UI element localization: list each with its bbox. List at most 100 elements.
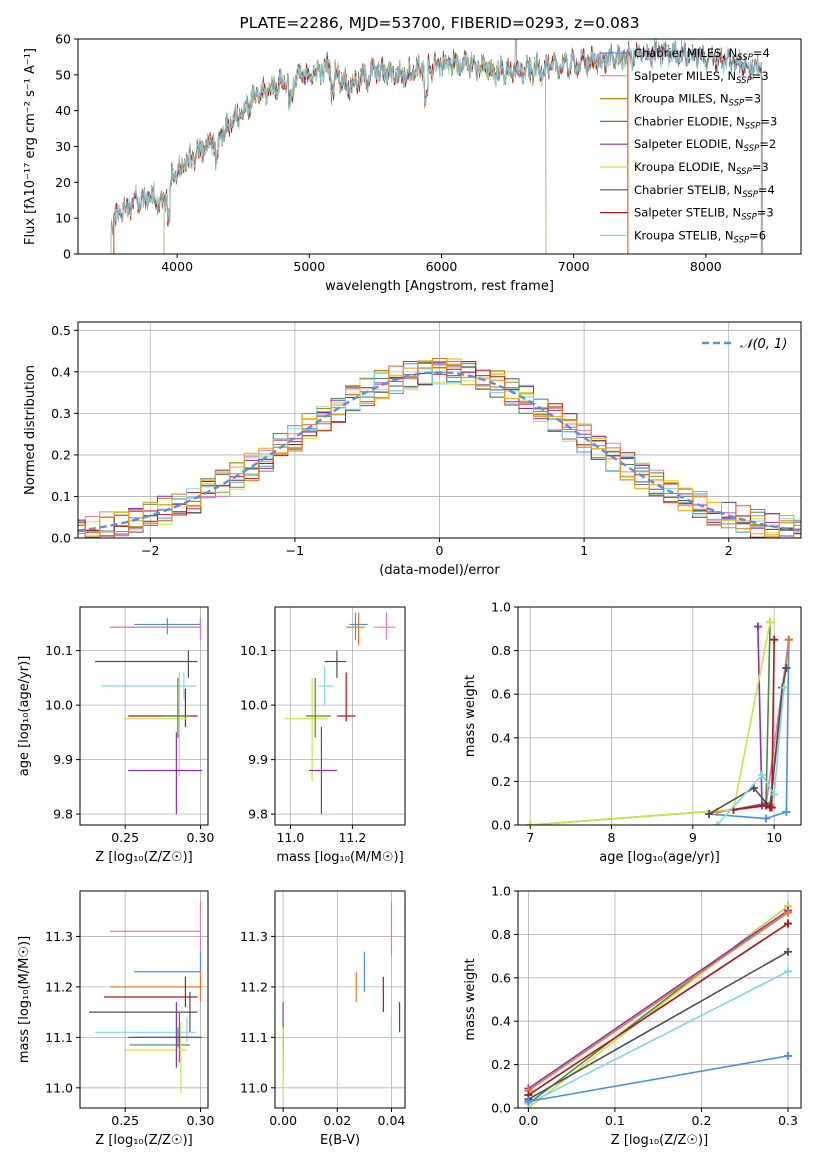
x-tick-label: 0.04 (378, 1113, 406, 1128)
weight-marker (757, 770, 766, 779)
x-axis-label: Z [log₁₀(Z/Z☉)] (95, 850, 192, 865)
y-tick-label: 9.9 (248, 752, 268, 767)
x-tick-label: 10 (766, 830, 782, 845)
y-tick-label: 60 (55, 32, 71, 47)
y-tick-label: 11.2 (240, 979, 268, 994)
y-tick-label: 1.0 (491, 884, 511, 899)
y-tick-label: 0.2 (51, 447, 71, 462)
weight-marker (779, 683, 788, 692)
y-axis-label: age [log₁₀(age/yr)] (17, 656, 32, 777)
legend-entry: Kroupa MILES, NSSP=3 (634, 92, 761, 109)
x-tick-label: 0.25 (111, 830, 139, 845)
y-tick-label: 0.5 (51, 323, 71, 338)
weight-marker (784, 908, 793, 917)
x-tick-label: −1 (286, 543, 304, 558)
x-tick-label: 9 (689, 830, 697, 845)
panel-0: PLATE=2286, MJD=53700, FIBERID=0293, z=0… (23, 14, 802, 294)
y-tick-label: 11.1 (45, 1030, 73, 1045)
y-tick-label: 0.4 (51, 364, 71, 379)
y-tick-label: 20 (55, 175, 71, 190)
x-axis-label: age [log₁₀(age/yr)] (599, 850, 720, 865)
y-axis-label: Normed distribution (23, 365, 38, 495)
weight-marker (762, 814, 771, 823)
y-tick-label: 11.3 (240, 929, 268, 944)
legend-entry: Chabrier STELIB, NSSP=4 (634, 183, 775, 200)
x-tick-label: 1 (580, 543, 588, 558)
x-axis-label: (data-model)/error (379, 563, 500, 578)
x-tick-label: 0.2 (692, 1113, 712, 1128)
legend-entry: Chabrier MILES, NSSP=4 (634, 46, 770, 63)
y-tick-label: 0.8 (491, 643, 511, 658)
y-axis-label: Flux [fλ10⁻¹⁷ erg cm⁻² s⁻¹ A⁻¹] (23, 48, 38, 245)
x-tick-label: 0.00 (269, 1113, 297, 1128)
weight-marker (784, 919, 793, 928)
plot-area (526, 618, 793, 825)
panel-7: 0.0 0.1 0.2 0.3 0.0 0.2 0.4 0.6 0.8 1.0 Z [log₁₀(Z… (463, 884, 802, 1148)
weight-marker (784, 947, 793, 956)
normal-curve (78, 371, 801, 532)
panel-5: 0.25 0.30 11.0 11.1 11.2 11.3 Z [log₁₀(Z/Z☉)] m… (17, 890, 214, 1148)
x-tick-label: 11.2 (338, 830, 366, 845)
weight-marker (753, 622, 762, 631)
y-tick-label: 11.1 (240, 1030, 268, 1045)
plot-area (78, 358, 801, 538)
chart-title: PLATE=2286, MJD=53700, FIBERID=0293, z=0… (239, 14, 639, 32)
panel-2: 0.25 0.30 9.8 9.9 10.0 10.1 Z [log₁₀(Z/Z☉)] age… (17, 606, 214, 865)
y-tick-label: 9.8 (248, 807, 268, 822)
y-tick-label: 11.0 (45, 1080, 73, 1095)
plot-area (89, 901, 202, 1093)
y-tick-label: 11.3 (45, 929, 73, 944)
x-tick-label: 0.3 (778, 1113, 798, 1128)
y-tick-label: 0.3 (51, 406, 71, 421)
y-tick-label: 0.8 (491, 927, 511, 942)
x-axis-label: E(B-V) (320, 1133, 360, 1148)
y-tick-label: 0.1 (51, 489, 71, 504)
x-tick-label: 6000 (426, 259, 458, 274)
y-tick-label: 0.4 (491, 1014, 511, 1029)
weight-line-7 (528, 970, 789, 1105)
y-tick-label: 0.0 (491, 1101, 511, 1116)
histogram-4 (78, 361, 801, 537)
plot-area (524, 902, 793, 1108)
weight-line-5 (527, 922, 789, 1096)
y-tick-label: 1.0 (491, 600, 511, 615)
y-tick-label: 50 (55, 67, 71, 82)
x-tick-label: 0.02 (323, 1113, 351, 1128)
legend-entry: 𝒩(0, 1) (740, 337, 787, 352)
halpha-spike (514, 39, 518, 75)
x-tick-label: 11.0 (277, 830, 305, 845)
weight-line-3 (527, 912, 789, 1092)
weight-line-3 (530, 622, 771, 825)
y-tick-label: 10.1 (240, 643, 268, 658)
plot-area (95, 617, 202, 815)
weight-marker (784, 1051, 793, 1060)
y-tick-label: 9.9 (53, 752, 73, 767)
y-tick-label: 11.0 (240, 1080, 268, 1095)
axes-frame (79, 890, 209, 1109)
weight-marker (524, 1097, 533, 1106)
x-tick-label: 2 (725, 543, 733, 558)
weight-line-2 (527, 909, 789, 1090)
plot-area (110, 39, 764, 254)
y-tick-label: 0.0 (491, 818, 511, 833)
weight-line-4 (733, 626, 763, 811)
y-tick-label: 0 (63, 247, 71, 262)
weight-marker (526, 821, 535, 825)
legend-entry: Salpeter MILES, NSSP=3 (634, 69, 769, 86)
y-tick-label: 10.1 (45, 643, 73, 658)
weight-marker (762, 801, 771, 810)
y-tick-label: 0.4 (491, 730, 511, 745)
y-tick-label: 40 (55, 103, 71, 118)
panel-1: 𝒩(0, 1) −2 −1 0 1 2 0.0 0.1 0.2 0.3 0.4 0.5 (data-mo… (23, 321, 802, 578)
y-tick-label: 11.2 (45, 979, 73, 994)
weight-marker (705, 810, 714, 819)
axes-frame (517, 606, 802, 826)
weight-marker (770, 635, 779, 644)
x-tick-label: 8 (608, 830, 616, 845)
y-tick-label: 30 (55, 139, 71, 154)
legend: Chabrier MILES, NSSP=4 Salpeter MILES, NS… (600, 46, 777, 245)
x-tick-label: 0 (436, 543, 444, 558)
y-axis-label: mass weight (463, 675, 478, 757)
x-axis-label: mass [log₁₀(M/M☉)] (276, 850, 403, 865)
weight-marker (770, 790, 779, 799)
